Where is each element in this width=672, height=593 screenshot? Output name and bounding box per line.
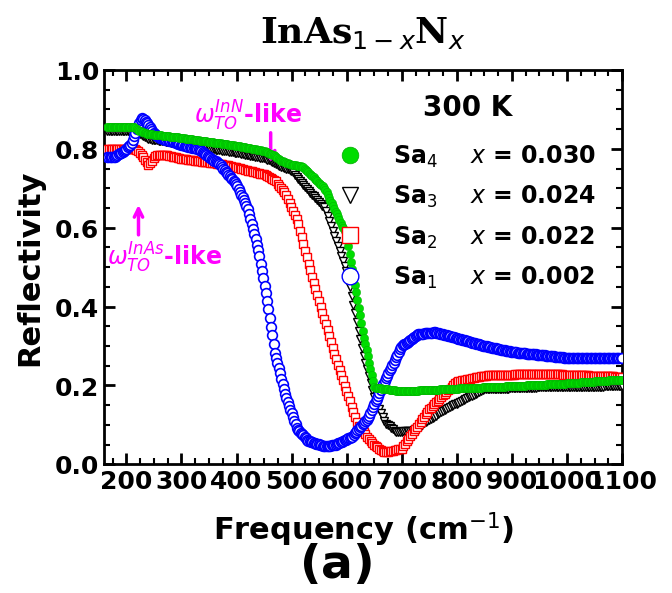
Legend: Sa$_4$    $x$ = 0.030, Sa$_3$    $x$ = 0.024, Sa$_2$    $x$ = 0.022, Sa$_1$    $: Sa$_4$ $x$ = 0.030, Sa$_3$ $x$ = 0.024, … xyxy=(314,132,607,302)
Text: $\omega_{TO}^{InAs}$-like: $\omega_{TO}^{InAs}$-like xyxy=(107,241,222,275)
Text: $\omega_{TO}^{InN}$-like: $\omega_{TO}^{InN}$-like xyxy=(194,99,302,133)
X-axis label: Frequency (cm$^{-1}$): Frequency (cm$^{-1}$) xyxy=(213,510,513,549)
Text: 300 K: 300 K xyxy=(423,94,512,122)
Text: $\mathbf{(a)}$: $\mathbf{(a)}$ xyxy=(300,542,372,587)
Title: InAs$_{1-x}$N$_x$: InAs$_{1-x}$N$_x$ xyxy=(261,15,466,51)
Y-axis label: Reflectivity: Reflectivity xyxy=(15,170,44,366)
